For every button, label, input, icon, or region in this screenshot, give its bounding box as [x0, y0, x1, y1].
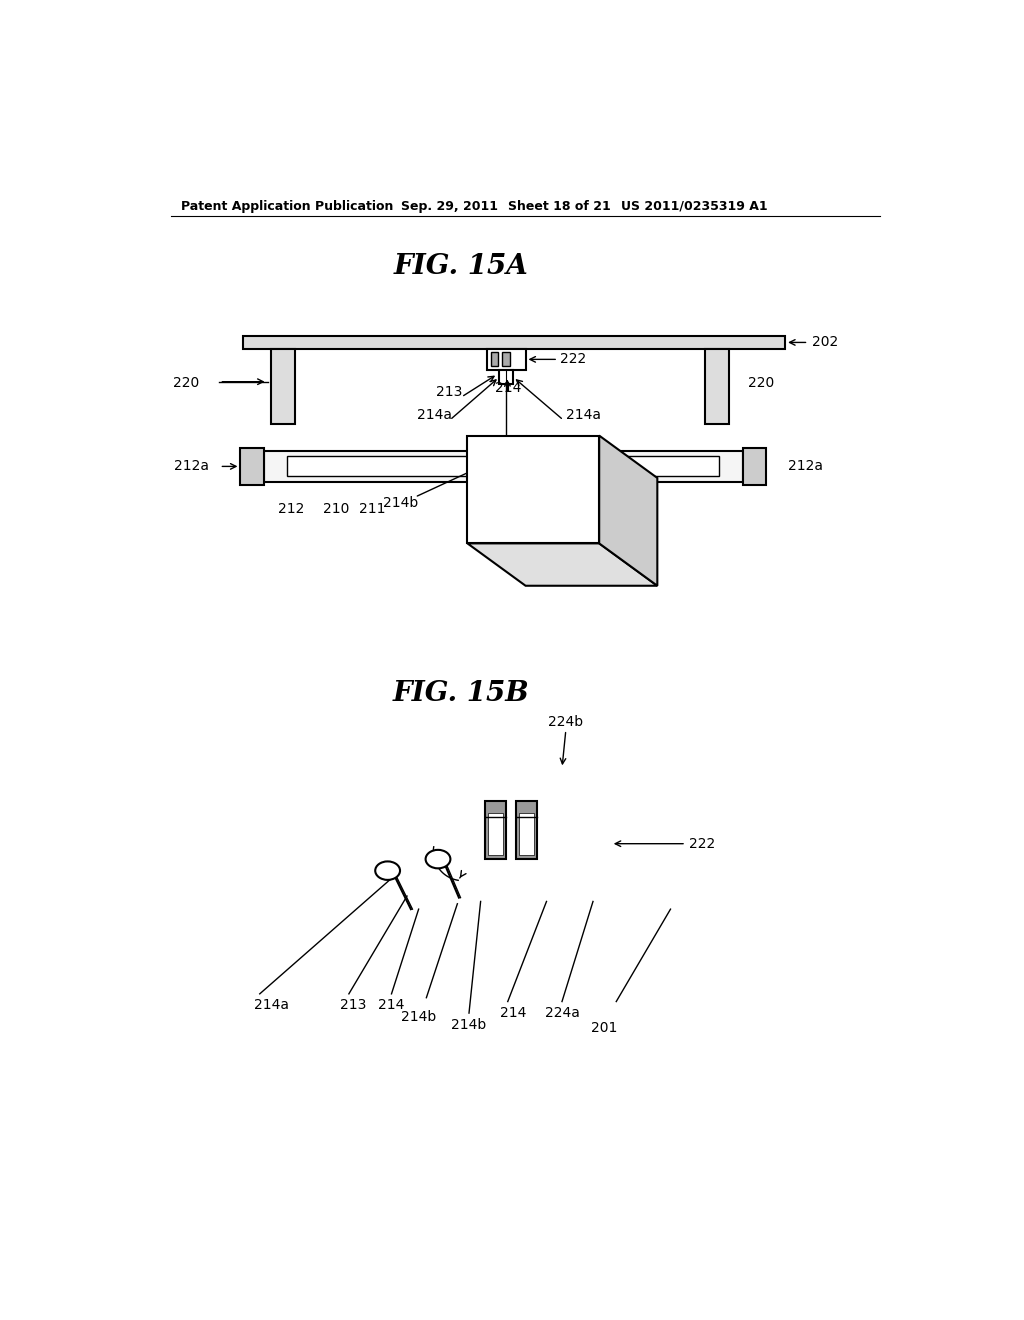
- Bar: [241, 447, 263, 484]
- Text: Sheet 18 of 21: Sheet 18 of 21: [508, 199, 610, 213]
- Text: Patent Application Publication: Patent Application Publication: [180, 199, 393, 213]
- Text: 214a: 214a: [254, 998, 289, 1012]
- Bar: [486, 350, 525, 370]
- Bar: [487, 813, 503, 855]
- Text: 224b: 224b: [548, 715, 584, 729]
- Bar: [287, 457, 719, 477]
- Text: 212: 212: [278, 502, 304, 516]
- Text: FIG. 15B: FIG. 15B: [393, 680, 529, 708]
- Text: Sep. 29, 2011: Sep. 29, 2011: [400, 199, 498, 213]
- Bar: [484, 801, 506, 859]
- Text: 220: 220: [173, 376, 200, 391]
- Ellipse shape: [375, 862, 400, 880]
- Text: 213: 213: [340, 998, 366, 1012]
- Text: 202: 202: [812, 335, 838, 350]
- Text: FIG. 15A: FIG. 15A: [394, 252, 528, 280]
- Bar: [742, 447, 766, 484]
- Text: 212a: 212a: [788, 459, 823, 474]
- Text: 213: 213: [436, 384, 463, 399]
- Polygon shape: [599, 436, 657, 586]
- Polygon shape: [467, 436, 599, 544]
- Text: 214b: 214b: [452, 1018, 486, 1032]
- Text: 212: 212: [594, 502, 621, 516]
- Text: 201: 201: [592, 1022, 617, 1035]
- Bar: [706, 350, 729, 424]
- Text: 214b: 214b: [383, 495, 419, 510]
- Text: US 2011/0235319 A1: US 2011/0235319 A1: [621, 199, 768, 213]
- Bar: [490, 351, 499, 366]
- Text: 222: 222: [689, 837, 716, 850]
- Bar: [263, 451, 742, 482]
- Polygon shape: [467, 544, 657, 586]
- Text: 214a: 214a: [566, 408, 601, 422]
- Text: 224a: 224a: [545, 1006, 580, 1020]
- Text: 214: 214: [500, 1006, 526, 1020]
- Bar: [243, 335, 785, 350]
- Bar: [271, 350, 295, 424]
- Text: 214: 214: [378, 998, 404, 1012]
- Text: 201: 201: [485, 500, 512, 515]
- Text: 214b: 214b: [401, 1010, 436, 1024]
- Ellipse shape: [426, 850, 451, 869]
- Bar: [515, 801, 538, 859]
- Text: 214: 214: [495, 381, 521, 395]
- Bar: [503, 351, 510, 366]
- Text: 212a: 212a: [174, 459, 209, 474]
- Text: 211: 211: [358, 502, 385, 516]
- Text: 214a: 214a: [417, 408, 452, 422]
- Bar: [518, 813, 535, 855]
- Text: 210: 210: [323, 502, 349, 516]
- Bar: [500, 370, 513, 384]
- Text: 220: 220: [748, 376, 774, 391]
- Text: 222: 222: [560, 352, 587, 367]
